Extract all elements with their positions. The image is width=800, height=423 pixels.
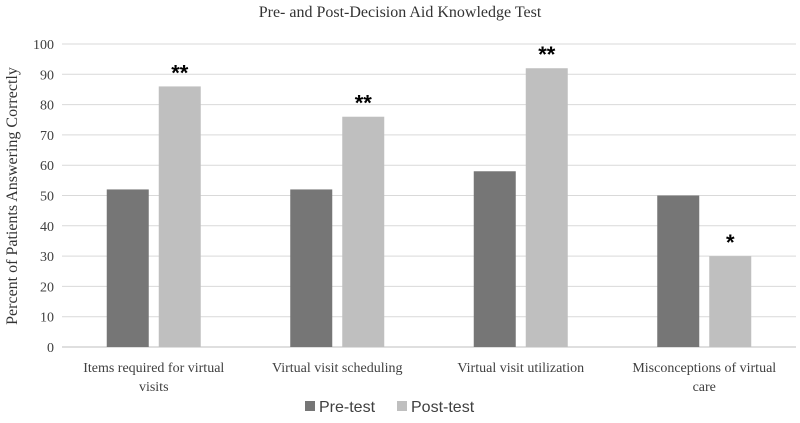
x-tick-label: visits [139,380,169,395]
y-tick-label: 90 [40,68,54,83]
legend-swatch-post-test [397,401,407,411]
significance-marker: ** [355,91,373,116]
significance-marker: ** [171,60,189,85]
pre-test-bar [290,189,333,347]
x-tick-label: Items required for virtual [83,361,224,376]
legend-label-pre-test: Pre-test [319,399,376,416]
pre-test-bar [473,171,516,347]
x-tick-label: Misconceptions of virtual [632,361,776,376]
y-tick-label: 60 [40,159,54,174]
significance-marker: * [726,230,735,255]
post-test-bar [709,256,752,347]
chart-title: Pre- and Post-Decision Aid Knowledge Tes… [259,4,542,21]
pre-test-bar [657,195,700,347]
post-test-bar [342,116,385,347]
y-tick-label: 70 [40,129,54,144]
y-tick-label: 0 [47,341,54,356]
significance-marker: ** [538,42,556,67]
y-tick-label: 10 [40,311,54,326]
y-tick-label: 80 [40,99,54,114]
x-tick-label: care [693,380,716,395]
y-tick-label: 50 [40,190,54,205]
bars [106,68,752,348]
post-test-bar [158,86,201,348]
pre-test-bar [106,189,149,347]
y-tick-label: 20 [40,280,54,295]
y-tick-label: 100 [33,38,54,53]
x-tick-label: Virtual visit utilization [457,361,584,376]
y-tick-label: 40 [40,220,54,235]
x-tick-label: Virtual visit scheduling [272,361,403,376]
y-axis-ticks: 0 10 20 30 40 50 60 70 80 90 100 [33,38,54,356]
y-axis-label: Percent of Patients Answering Correctly [4,67,21,325]
legend: Pre-test Post-test [305,399,475,416]
legend-label-post-test: Post-test [411,399,475,416]
significance-markers: ******* [171,42,735,255]
post-test-bar [525,68,568,348]
legend-swatch-pre-test [305,401,315,411]
x-axis-categories: Items required for virtual visits Virtual … [83,361,776,395]
y-tick-label: 30 [40,250,54,265]
